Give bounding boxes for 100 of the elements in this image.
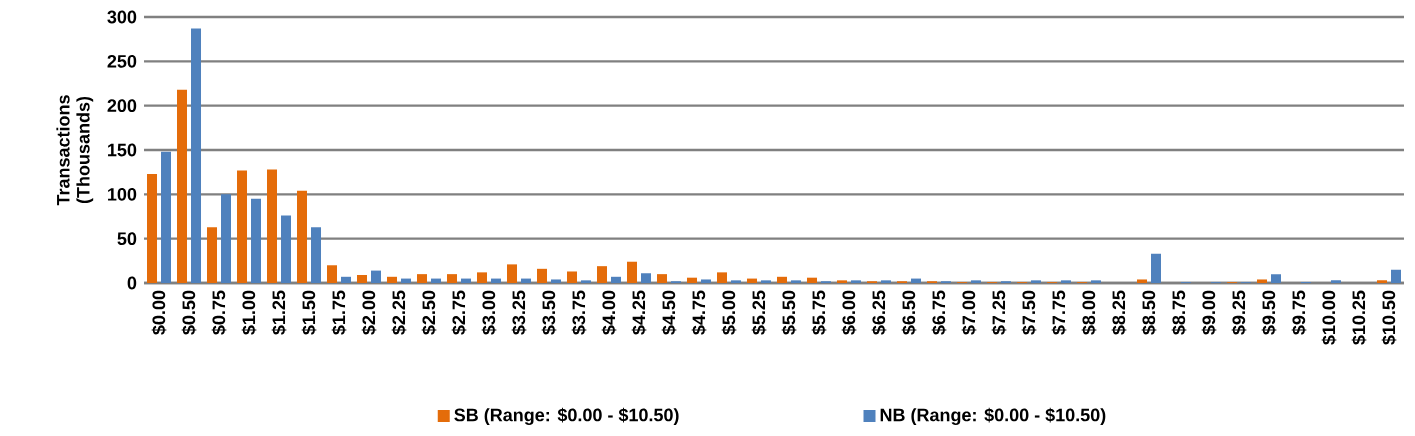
bar [551,279,561,283]
bar [807,277,817,283]
x-tick-label: $8.25 [1111,290,1127,335]
x-tick-label: $9.75 [1291,290,1307,335]
bar [207,227,218,283]
bar [327,265,338,283]
x-tick-label: $9.50 [1261,290,1277,335]
bar [747,278,757,283]
bar [281,215,292,283]
x-tick-label: $4.25 [631,290,647,335]
bar [1331,280,1341,283]
x-tick-label: $10.00 [1321,290,1337,345]
bar [627,261,637,283]
y-tick-label: 0 [127,276,137,290]
x-tick-label: $7.00 [961,290,977,335]
bar [311,227,322,283]
x-tick-label: $5.00 [721,290,737,335]
bar [851,280,861,283]
x-tick-label: $8.75 [1171,290,1187,335]
bar [791,280,801,283]
bar [717,272,727,283]
x-tick-label: $3.50 [541,290,557,335]
bar [371,270,382,283]
x-tick-label: $1.50 [301,290,317,335]
bar [251,198,261,283]
bar [417,274,427,283]
bar [1391,269,1401,283]
x-tick-label: $0.50 [181,290,197,335]
bar [611,276,622,283]
x-tick-label: $4.75 [691,290,707,335]
x-tick-label: $6.50 [901,290,917,335]
bar [1151,253,1161,283]
bar [567,271,578,283]
bar [701,279,711,283]
y-axis-title: Transactions (Thousands) [56,95,94,206]
x-tick-label: $6.00 [841,290,857,335]
bar [1031,280,1041,283]
bar [641,273,651,283]
bar [911,278,921,283]
x-tick-label: $3.00 [481,290,497,335]
x-tick-label: $3.75 [571,290,587,335]
bar [341,276,351,283]
bar [401,278,412,283]
x-tick-label: $9.00 [1201,290,1217,335]
x-tick-label: $5.50 [781,290,797,335]
y-tick-label: 200 [107,99,137,113]
bar [761,280,771,283]
bar [147,173,158,283]
bar [191,28,202,283]
legend-label: NB (Range: $0.00 - $10.50) [880,407,1106,426]
bar [1256,279,1267,283]
bar [491,278,502,283]
x-tick-label: $0.75 [211,290,227,335]
x-tick-label: $4.50 [661,290,677,335]
x-tick-label: $5.75 [811,290,827,335]
bar [971,280,981,283]
x-tick-label: $7.50 [1021,290,1037,335]
bar [297,190,307,283]
bar [431,278,441,283]
bar [581,280,591,283]
x-tick-label: $1.75 [331,290,347,335]
x-tick-label: $4.00 [601,290,617,335]
bar [477,272,487,283]
bar [837,280,847,283]
bar [461,278,471,283]
bar [447,274,458,283]
y-tick-label: 50 [117,232,137,246]
x-tick-label: $1.25 [271,290,287,335]
bar [657,274,668,283]
x-tick-label: $6.25 [871,290,887,335]
x-tick-label: $2.25 [391,290,407,335]
bar [387,276,397,283]
bar [777,276,787,283]
y-tick-label: 250 [107,54,137,68]
y-tick-label: 150 [108,143,137,157]
bar [267,169,277,283]
x-tick-label: $2.00 [361,290,377,335]
x-tick-label: $10.50 [1381,290,1397,345]
x-tick-label: $8.00 [1081,290,1097,335]
x-tick-label: $0.00 [151,290,167,335]
x-tick-label: $8.50 [1141,290,1157,335]
bar [357,275,368,283]
bar [1137,279,1147,283]
x-tick-label: $3.25 [511,290,527,335]
bar [221,194,231,283]
x-tick-label: $6.75 [931,290,947,335]
x-tick-label: $1.00 [241,290,257,335]
bar [1271,274,1281,283]
bar [237,170,248,283]
x-tick-label: $9.25 [1231,290,1247,335]
y-tick-label: 100 [108,187,137,201]
x-tick-label: $10.25 [1351,290,1367,345]
bar [1376,280,1387,283]
y-tick-label: 300 [107,10,137,24]
x-tick-label: $7.75 [1051,290,1067,335]
bar [177,89,187,283]
bar [1061,280,1071,283]
bar [507,264,517,283]
x-tick-label: $2.50 [421,290,437,335]
x-tick-label: $5.25 [751,290,767,335]
